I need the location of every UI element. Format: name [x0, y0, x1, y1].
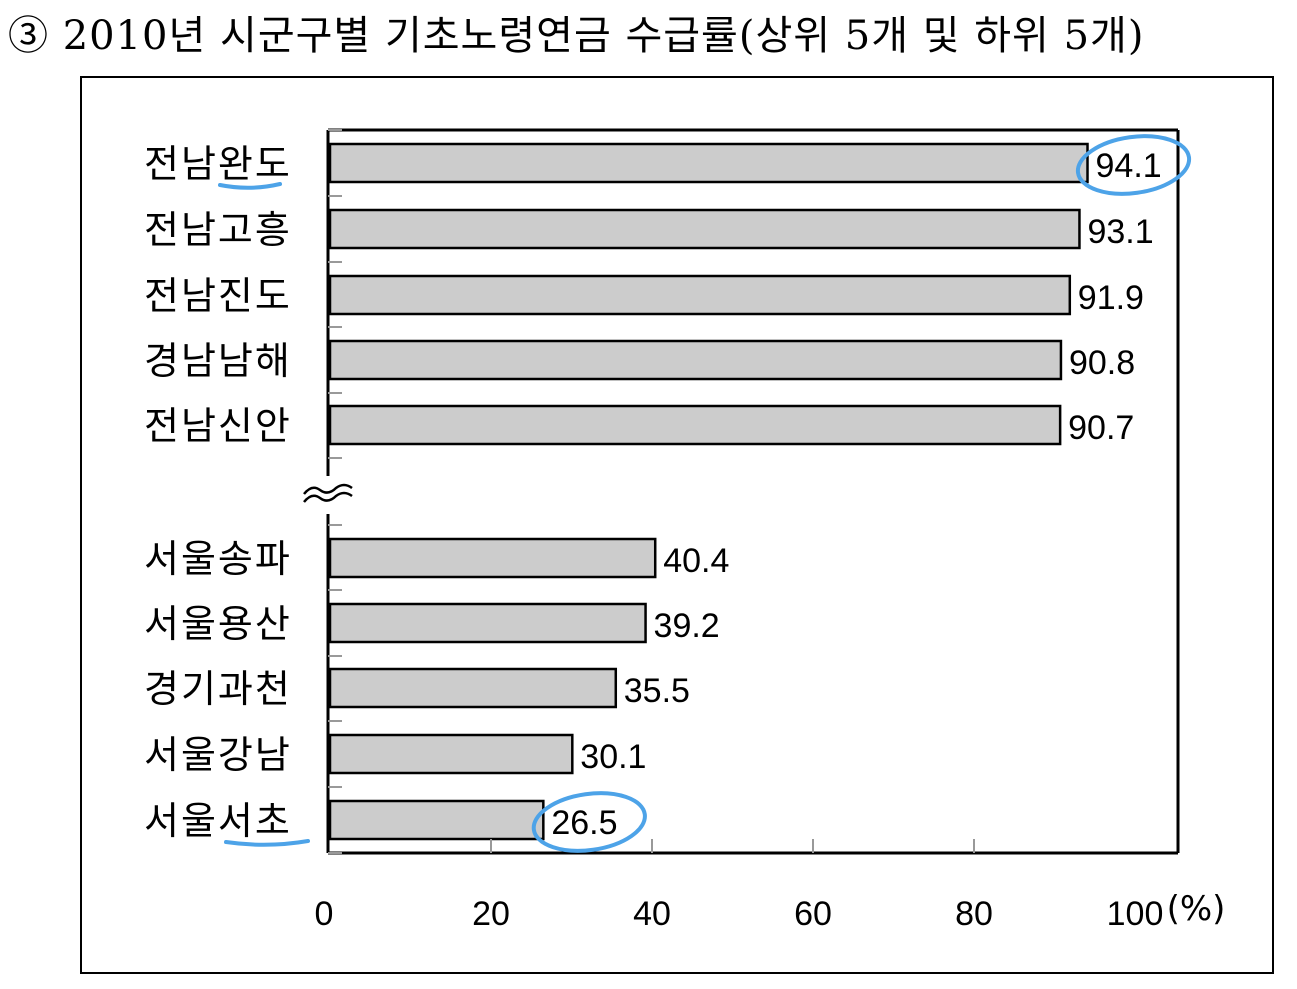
value-label: 30.1 — [580, 738, 646, 776]
bar — [328, 799, 545, 841]
bar — [328, 274, 1072, 316]
value-label: 91.9 — [1078, 279, 1144, 317]
bar — [328, 404, 1062, 446]
value-label: 90.7 — [1068, 409, 1134, 447]
value-label: 94.1 — [1096, 147, 1162, 185]
chart-frame — [80, 76, 1274, 974]
value-label: 40.4 — [663, 542, 729, 580]
category-label: 서울서초 — [144, 799, 292, 843]
bar — [328, 142, 1089, 184]
highlight-circle — [531, 791, 647, 853]
category-label: 서울강남 — [144, 733, 292, 777]
value-label: 93.1 — [1087, 213, 1153, 251]
bar — [328, 733, 574, 775]
bar — [328, 208, 1081, 250]
x-axis-unit: (%) — [1167, 889, 1226, 929]
category-label: 전남진도 — [144, 274, 292, 318]
highlight-circle — [1075, 134, 1192, 196]
bar — [328, 537, 657, 579]
value-label: 35.5 — [624, 672, 690, 710]
x-tick-label: 100 — [1107, 895, 1164, 933]
category-label: 경기과천 — [144, 667, 292, 711]
value-label: 90.8 — [1069, 344, 1135, 382]
category-label: 경남남해 — [144, 339, 292, 383]
axis-break-line — [303, 491, 353, 503]
bar — [328, 339, 1063, 381]
x-tick-label: 0 — [315, 895, 334, 933]
highlight-underline — [224, 839, 310, 847]
value-label: 26.5 — [551, 804, 617, 842]
x-tick-label: 20 — [472, 895, 510, 933]
value-label: 39.2 — [654, 607, 720, 645]
category-label: 전남고흥 — [144, 208, 292, 252]
category-label: 서울용산 — [144, 602, 292, 646]
bar — [328, 667, 618, 709]
category-label: 서울송파 — [144, 537, 292, 581]
x-tick-label: 80 — [955, 895, 993, 933]
category-label: 전남완도 — [144, 142, 292, 186]
axis-break-line — [303, 483, 353, 495]
bar — [328, 602, 647, 644]
x-tick-label: 40 — [633, 895, 671, 933]
category-label: 전남신안 — [144, 404, 292, 448]
highlight-underline — [218, 182, 282, 190]
chart-title: ③ 2010년 시군구별 기초노령연금 수급률(상위 5개 및 하위 5개) — [8, 13, 1145, 59]
x-tick-label: 60 — [794, 895, 832, 933]
